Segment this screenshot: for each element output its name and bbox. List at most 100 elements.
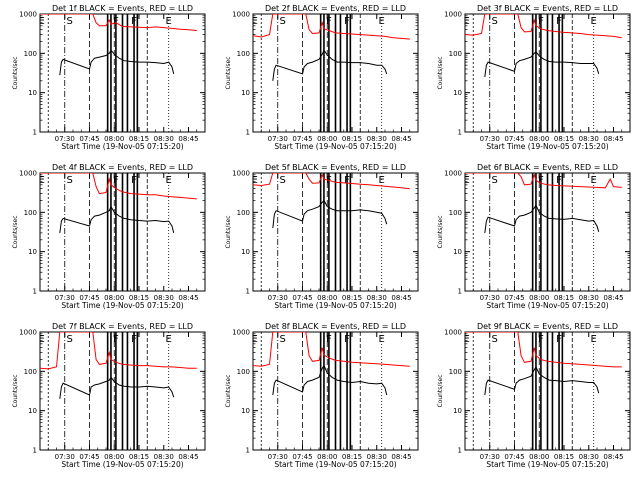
y-tick-label: 1: [246, 288, 250, 296]
y-tick-label: 100: [24, 368, 37, 376]
x-tick-label: 08:00: [317, 135, 337, 143]
x-tick-label: 08:15: [342, 135, 362, 143]
x-tick-label: 08:00: [529, 135, 549, 143]
x-tick-label: 08:30: [367, 135, 387, 143]
interval-annotation: E: [166, 175, 172, 186]
panel-title: Det 5f BLACK = Events, RED = LLD: [265, 163, 406, 172]
events-series-line: [484, 50, 600, 78]
interval-annotation: E: [591, 175, 597, 186]
lld-series-line: [253, 332, 410, 367]
y-tick-label: 100: [449, 50, 462, 58]
interval-annotation: F: [538, 334, 544, 345]
interval-annotation: E: [38, 16, 44, 27]
y-tick-label: 100: [237, 368, 250, 376]
interval-annotation: F: [556, 334, 562, 345]
x-tick-label: 08:45: [603, 294, 623, 302]
interval-annotation: F: [113, 334, 119, 345]
x-tick-label: 07:45: [292, 453, 312, 461]
detector-panel: Det 2f BLACK = Events, RED = LLD 1 10 100 10…: [225, 4, 419, 151]
events-series-line: [59, 376, 175, 399]
y-tick-label: 10: [241, 89, 250, 97]
panel-title: Det 9f BLACK = Events, RED = LLD: [477, 322, 618, 331]
x-axis-title: Start Time (19-Nov-05 07:15:20): [61, 460, 183, 469]
lld-series-line: [465, 14, 622, 39]
y-tick-label: 10: [453, 407, 462, 415]
interval-annotation: E: [166, 334, 172, 345]
detector-panel: Det 5f BLACK = Events, RED = LLD 1 10 100 10…: [225, 163, 419, 310]
interval-annotation: E: [463, 175, 469, 186]
y-tick-label: 1000: [444, 11, 462, 19]
interval-annotation: S: [280, 334, 286, 345]
detector-panel: Det 9f BLACK = Events, RED = LLD 1 10 100 10…: [437, 322, 631, 469]
interval-annotation: S: [67, 175, 73, 186]
panel-title: Det 8f BLACK = Events, RED = LLD: [265, 322, 406, 331]
lld-series-line: [253, 173, 410, 190]
events-series-line: [484, 204, 600, 233]
detector-panel: Det 1f BLACK = Events, RED = LLD 1 10 100 10…: [12, 4, 206, 151]
x-tick-label: 08:30: [367, 453, 387, 461]
x-tick-label: 08:45: [178, 294, 198, 302]
x-tick-label: 08:45: [603, 453, 623, 461]
x-axis-title: Start Time (19-Nov-05 07:15:20): [274, 142, 396, 151]
x-tick-label: 07:30: [480, 135, 500, 143]
interval-annotation: E: [379, 16, 385, 27]
x-tick-label: 08:00: [529, 453, 549, 461]
interval-annotation: S: [67, 16, 73, 27]
x-tick-label: 08:15: [554, 135, 574, 143]
interval-annotation: F: [131, 334, 137, 345]
interval-annotation: F: [538, 16, 544, 27]
y-axis-title: Counts/sec: [12, 56, 19, 89]
x-tick-label: 08:15: [554, 453, 574, 461]
interval-annotation: F: [344, 334, 350, 345]
lld-series-line: [40, 332, 197, 370]
x-tick-label: 07:30: [480, 294, 500, 302]
detector-panel: Det 7f BLACK = Events, RED = LLD 1 10 100 10…: [12, 322, 206, 469]
interval-annotation: F: [131, 16, 137, 27]
x-axis-title: Start Time (19-Nov-05 07:15:20): [486, 301, 608, 310]
y-tick-label: 1: [458, 129, 462, 137]
events-series-line: [59, 205, 175, 234]
interval-annotation: E: [463, 16, 469, 27]
x-tick-label: 07:30: [268, 453, 288, 461]
interval-annotation: F: [556, 16, 562, 27]
y-tick-label: 100: [449, 368, 462, 376]
x-tick-label: 07:30: [268, 294, 288, 302]
interval-annotation: F: [113, 16, 119, 27]
events-series-line: [59, 49, 175, 76]
x-tick-label: 07:30: [55, 294, 75, 302]
interval-annotation: F: [113, 175, 119, 186]
y-tick-label: 1000: [232, 329, 250, 337]
x-axis-title: Start Time (19-Nov-05 07:15:20): [61, 142, 183, 151]
y-tick-label: 10: [28, 89, 37, 97]
y-tick-label: 10: [241, 407, 250, 415]
x-axis-title: Start Time (19-Nov-05 07:15:20): [61, 301, 183, 310]
y-tick-label: 10: [453, 248, 462, 256]
events-series-line: [272, 49, 388, 81]
interval-annotation: S: [67, 334, 73, 345]
x-tick-label: 08:15: [129, 453, 149, 461]
interval-annotation: E: [379, 334, 385, 345]
panel-title: Det 7f BLACK = Events, RED = LLD: [52, 322, 193, 331]
interval-annotation: E: [38, 175, 44, 186]
interval-annotation: F: [326, 334, 332, 345]
x-axis-title: Start Time (19-Nov-05 07:15:20): [486, 142, 608, 151]
x-tick-label: 08:30: [579, 294, 599, 302]
y-tick-label: 1: [246, 447, 250, 455]
x-axis-title: Start Time (19-Nov-05 07:15:20): [486, 460, 608, 469]
panel-title: Det 2f BLACK = Events, RED = LLD: [265, 4, 406, 13]
y-tick-label: 1: [458, 288, 462, 296]
y-tick-label: 10: [241, 248, 250, 256]
x-tick-label: 08:30: [579, 135, 599, 143]
interval-annotation: E: [591, 16, 597, 27]
lld-series-line: [253, 14, 410, 40]
y-tick-label: 1000: [19, 11, 37, 19]
x-tick-label: 08:15: [554, 294, 574, 302]
y-tick-label: 10: [28, 248, 37, 256]
x-tick-label: 08:30: [154, 135, 174, 143]
lld-series-line: [40, 14, 197, 31]
x-tick-label: 08:45: [391, 453, 411, 461]
x-tick-label: 07:30: [55, 453, 75, 461]
x-tick-label: 07:45: [292, 294, 312, 302]
x-tick-label: 08:30: [579, 453, 599, 461]
